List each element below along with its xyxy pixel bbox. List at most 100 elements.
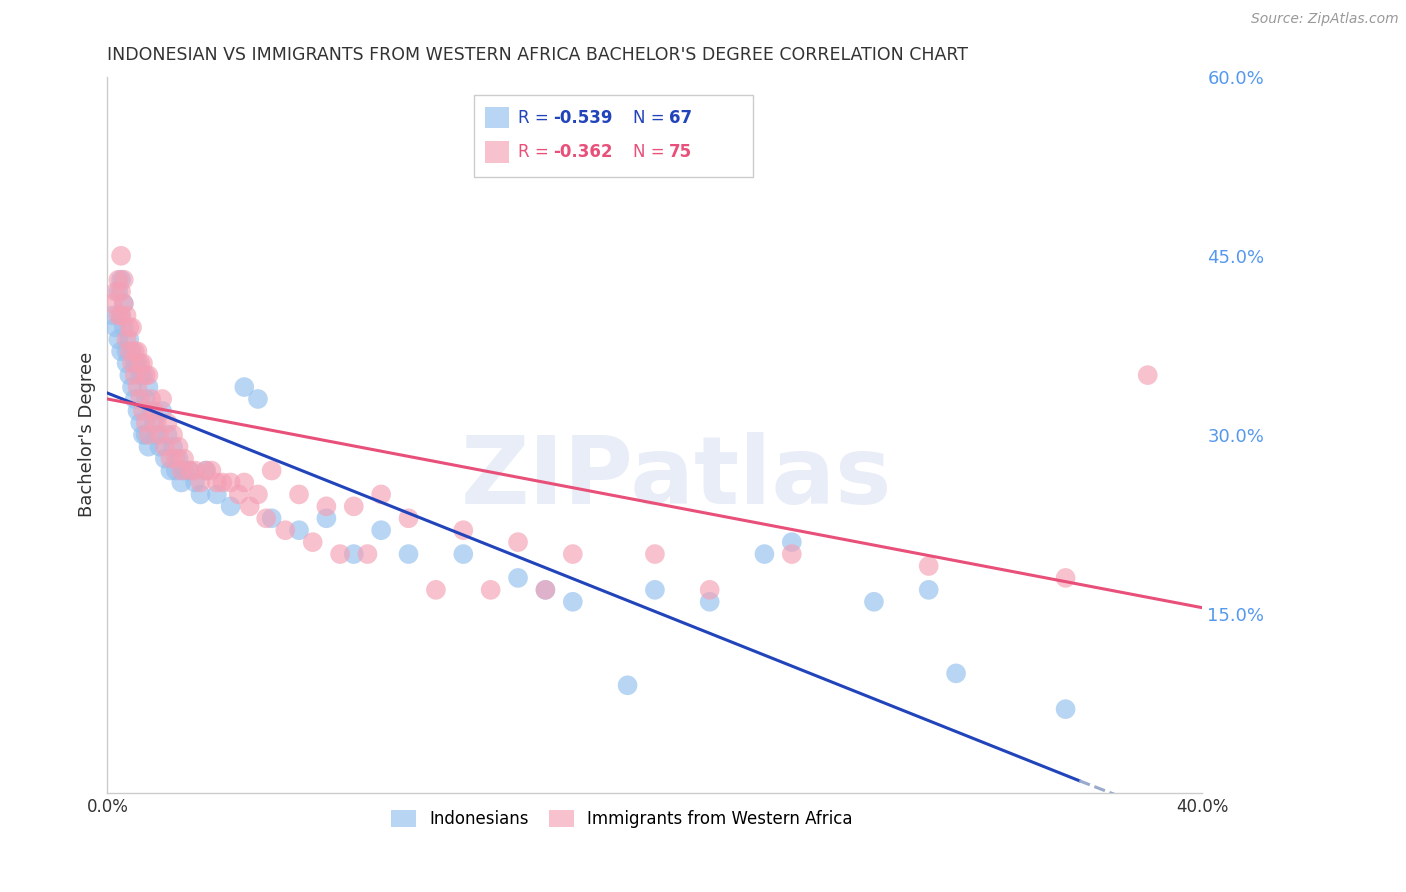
Point xyxy=(162,440,184,454)
Point xyxy=(132,427,155,442)
Point xyxy=(200,464,222,478)
Point xyxy=(129,392,152,406)
Point xyxy=(115,344,138,359)
Point xyxy=(356,547,378,561)
Point xyxy=(211,475,233,490)
Text: R =: R = xyxy=(517,109,554,127)
Point xyxy=(398,547,420,561)
Point xyxy=(699,595,721,609)
Point xyxy=(107,332,129,346)
Point xyxy=(453,547,475,561)
Point xyxy=(127,380,149,394)
Point xyxy=(561,547,583,561)
Point xyxy=(315,500,337,514)
Point xyxy=(301,535,323,549)
Point xyxy=(148,427,170,442)
Point xyxy=(159,464,181,478)
Legend: Indonesians, Immigrants from Western Africa: Indonesians, Immigrants from Western Afr… xyxy=(385,803,859,834)
Point xyxy=(132,368,155,383)
Text: 75: 75 xyxy=(669,143,692,161)
Point xyxy=(115,356,138,370)
Point xyxy=(124,392,146,406)
Point xyxy=(780,547,803,561)
Point xyxy=(167,451,190,466)
Bar xyxy=(485,107,509,128)
Point xyxy=(343,547,366,561)
Text: N =: N = xyxy=(633,109,669,127)
Text: N =: N = xyxy=(633,143,669,161)
Point xyxy=(142,404,165,418)
Point xyxy=(170,475,193,490)
Text: 67: 67 xyxy=(669,109,692,127)
Point xyxy=(173,464,195,478)
Point xyxy=(121,356,143,370)
Point xyxy=(754,547,776,561)
Point xyxy=(112,296,135,310)
Point xyxy=(644,582,666,597)
Point xyxy=(453,523,475,537)
Point xyxy=(101,309,124,323)
Point xyxy=(699,582,721,597)
Point xyxy=(112,296,135,310)
Point xyxy=(479,582,502,597)
Point xyxy=(118,320,141,334)
Point xyxy=(329,547,352,561)
Point xyxy=(205,475,228,490)
Point xyxy=(780,535,803,549)
Point xyxy=(110,249,132,263)
Point xyxy=(343,500,366,514)
Point xyxy=(112,273,135,287)
Point xyxy=(239,500,262,514)
Point xyxy=(246,392,269,406)
Point xyxy=(121,344,143,359)
Point xyxy=(141,392,163,406)
Point xyxy=(205,487,228,501)
Point xyxy=(1054,571,1077,585)
FancyBboxPatch shape xyxy=(474,95,754,178)
Point xyxy=(918,559,941,574)
Point xyxy=(127,404,149,418)
Point xyxy=(219,500,242,514)
Point xyxy=(110,309,132,323)
Point xyxy=(534,582,557,597)
Point xyxy=(153,451,176,466)
Point xyxy=(260,511,283,525)
Text: ZIPatlas: ZIPatlas xyxy=(461,432,893,524)
Point xyxy=(315,511,337,525)
Point xyxy=(644,547,666,561)
Point xyxy=(260,464,283,478)
Point xyxy=(165,464,187,478)
Point xyxy=(918,582,941,597)
Point xyxy=(246,487,269,501)
Point xyxy=(1054,702,1077,716)
Point xyxy=(506,571,529,585)
Point xyxy=(124,344,146,359)
Point xyxy=(135,368,157,383)
Point xyxy=(118,344,141,359)
Point xyxy=(159,451,181,466)
Bar xyxy=(485,141,509,162)
Point xyxy=(561,595,583,609)
Point xyxy=(274,523,297,537)
Point xyxy=(132,356,155,370)
Point xyxy=(170,464,193,478)
Point xyxy=(254,511,277,525)
Point xyxy=(115,332,138,346)
Point xyxy=(142,416,165,430)
Point xyxy=(107,285,129,299)
Point xyxy=(124,368,146,383)
Point xyxy=(288,487,311,501)
Point xyxy=(506,535,529,549)
Point xyxy=(138,427,160,442)
Point xyxy=(162,427,184,442)
Point xyxy=(370,487,392,501)
Point xyxy=(233,380,256,394)
Point xyxy=(132,404,155,418)
Point xyxy=(135,392,157,406)
Point xyxy=(141,404,163,418)
Point xyxy=(863,595,886,609)
Text: -0.362: -0.362 xyxy=(553,143,613,161)
Text: Source: ZipAtlas.com: Source: ZipAtlas.com xyxy=(1251,12,1399,26)
Y-axis label: Bachelor's Degree: Bachelor's Degree xyxy=(79,352,96,517)
Point xyxy=(124,356,146,370)
